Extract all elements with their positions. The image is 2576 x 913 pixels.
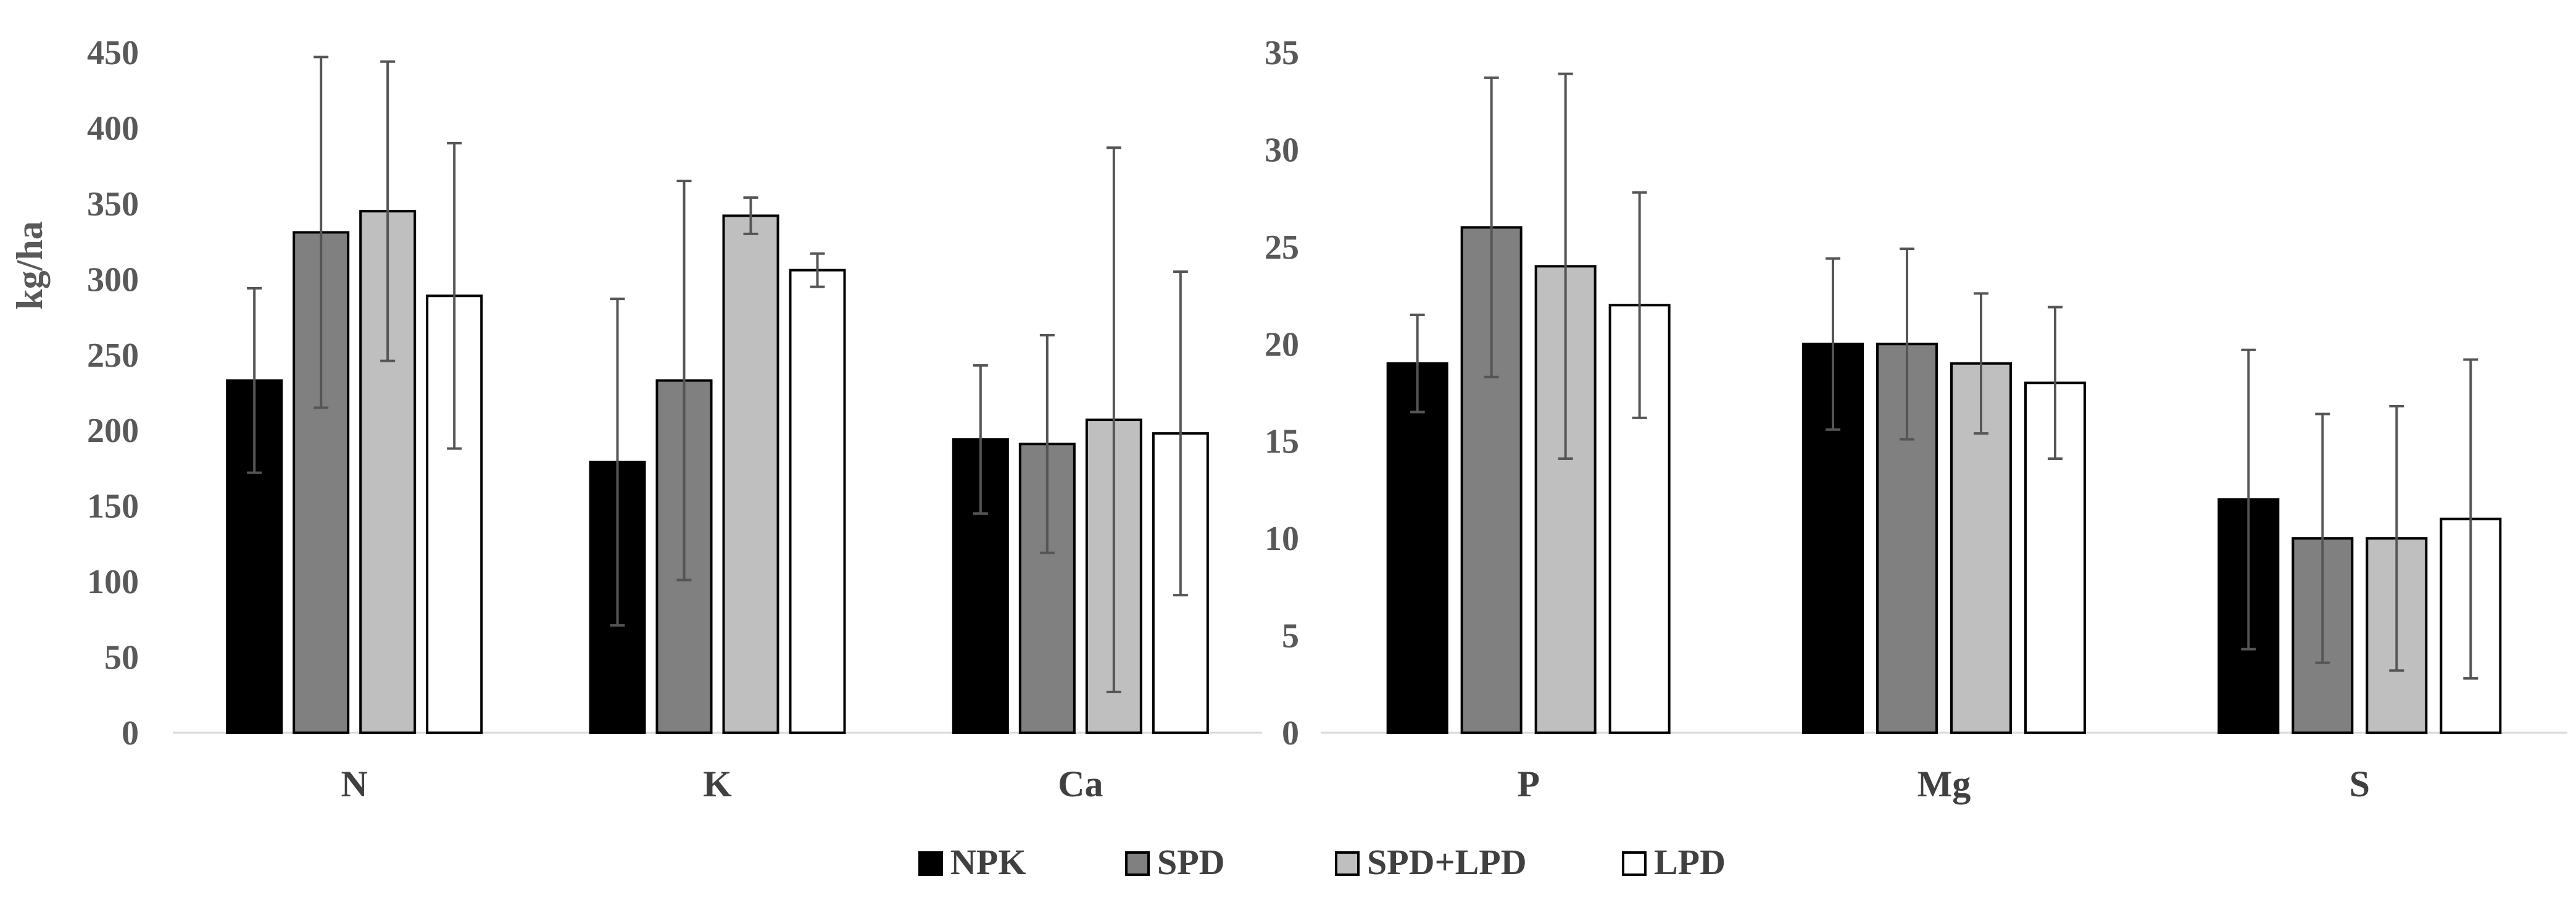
x-category-label: Mg: [1917, 764, 1971, 804]
x-category-label: Ca: [1058, 764, 1103, 804]
left-chart-panel: 0 50 100 150 200 250 300 350 400 450 kg/ha N K Ca: [9, 34, 1262, 804]
legend-label-spd: SPD: [1157, 842, 1225, 882]
y-tick-label: 15: [1265, 423, 1299, 461]
legend-swatch-spd: [1125, 851, 1150, 876]
y-tick-label: 0: [122, 714, 139, 752]
right-chart-panel: 0 5 10 15 20 25 30 35 P Mg S: [1265, 34, 2567, 804]
y-tick-label: 400: [87, 109, 139, 148]
legend-label-spd-lpd: SPD+LPD: [1367, 842, 1527, 882]
y-tick-label: 30: [1265, 131, 1299, 169]
y-axis-label: kg/ha: [9, 221, 50, 309]
y-tick-label: 150: [87, 488, 139, 526]
bar-npk-p: [1386, 362, 1448, 734]
x-category-label: P: [1517, 764, 1540, 804]
legend-swatch-lpd: [1622, 851, 1647, 876]
y-tick-label: 450: [87, 34, 139, 72]
bar-spd-p: [1460, 226, 1523, 735]
x-category-label: K: [703, 764, 732, 804]
chart-legend: NPK SPD SPD+LPD LPD: [918, 842, 1726, 882]
y-tick-label: 20: [1265, 325, 1299, 364]
bar-spd-lpd-k: [722, 214, 779, 735]
x-category-label: S: [2350, 764, 2370, 804]
y-tick-label: 25: [1265, 228, 1299, 267]
legend-swatch-spd-lpd: [1335, 851, 1360, 876]
legend-swatch-npk: [918, 851, 943, 876]
legend-label-npk: NPK: [950, 842, 1026, 882]
y-tick-label: 0: [1282, 714, 1299, 752]
y-tick-label: 250: [87, 336, 139, 375]
y-tick-label: 35: [1265, 34, 1299, 72]
x-category-label: N: [341, 764, 367, 804]
y-tick-label: 50: [104, 639, 139, 677]
bar-lpd-k: [789, 269, 846, 734]
y-tick-label: 5: [1282, 617, 1299, 656]
y-tick-label: 350: [87, 185, 139, 223]
y-tick-label: 200: [87, 412, 139, 450]
legend-label-lpd: LPD: [1654, 842, 1726, 882]
y-tick-label: 300: [87, 261, 139, 299]
y-tick-label: 100: [87, 563, 139, 601]
y-tick-label: 10: [1265, 520, 1299, 558]
